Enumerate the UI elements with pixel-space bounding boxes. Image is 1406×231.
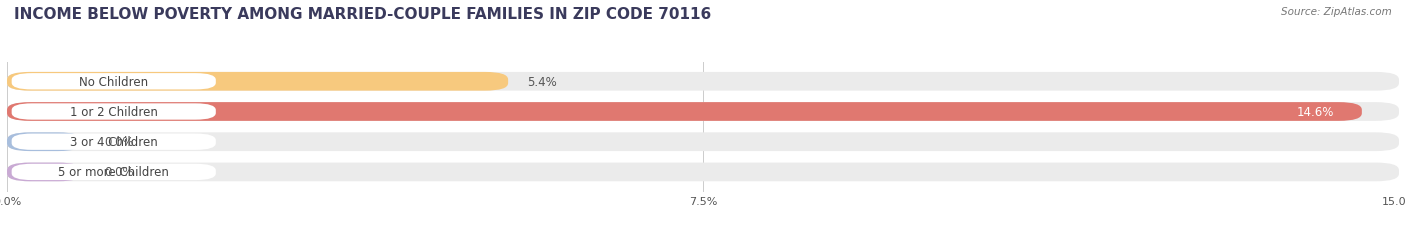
Text: INCOME BELOW POVERTY AMONG MARRIED-COUPLE FAMILIES IN ZIP CODE 70116: INCOME BELOW POVERTY AMONG MARRIED-COUPL… — [14, 7, 711, 22]
Text: 5 or more Children: 5 or more Children — [58, 166, 169, 179]
Text: No Children: No Children — [79, 76, 148, 88]
FancyBboxPatch shape — [7, 103, 1362, 121]
Text: 14.6%: 14.6% — [1296, 106, 1334, 119]
FancyBboxPatch shape — [7, 73, 508, 91]
FancyBboxPatch shape — [11, 104, 217, 120]
Text: 1 or 2 Children: 1 or 2 Children — [70, 106, 157, 119]
FancyBboxPatch shape — [7, 73, 1399, 91]
FancyBboxPatch shape — [7, 133, 82, 151]
Text: Source: ZipAtlas.com: Source: ZipAtlas.com — [1281, 7, 1392, 17]
Text: 0.0%: 0.0% — [104, 166, 134, 179]
FancyBboxPatch shape — [7, 133, 1399, 151]
Text: 0.0%: 0.0% — [104, 136, 134, 149]
FancyBboxPatch shape — [7, 163, 1399, 182]
Text: 3 or 4 Children: 3 or 4 Children — [70, 136, 157, 149]
FancyBboxPatch shape — [7, 103, 1399, 121]
FancyBboxPatch shape — [7, 163, 82, 182]
FancyBboxPatch shape — [11, 74, 217, 90]
FancyBboxPatch shape — [11, 164, 217, 180]
Text: 5.4%: 5.4% — [527, 76, 557, 88]
FancyBboxPatch shape — [11, 134, 217, 150]
